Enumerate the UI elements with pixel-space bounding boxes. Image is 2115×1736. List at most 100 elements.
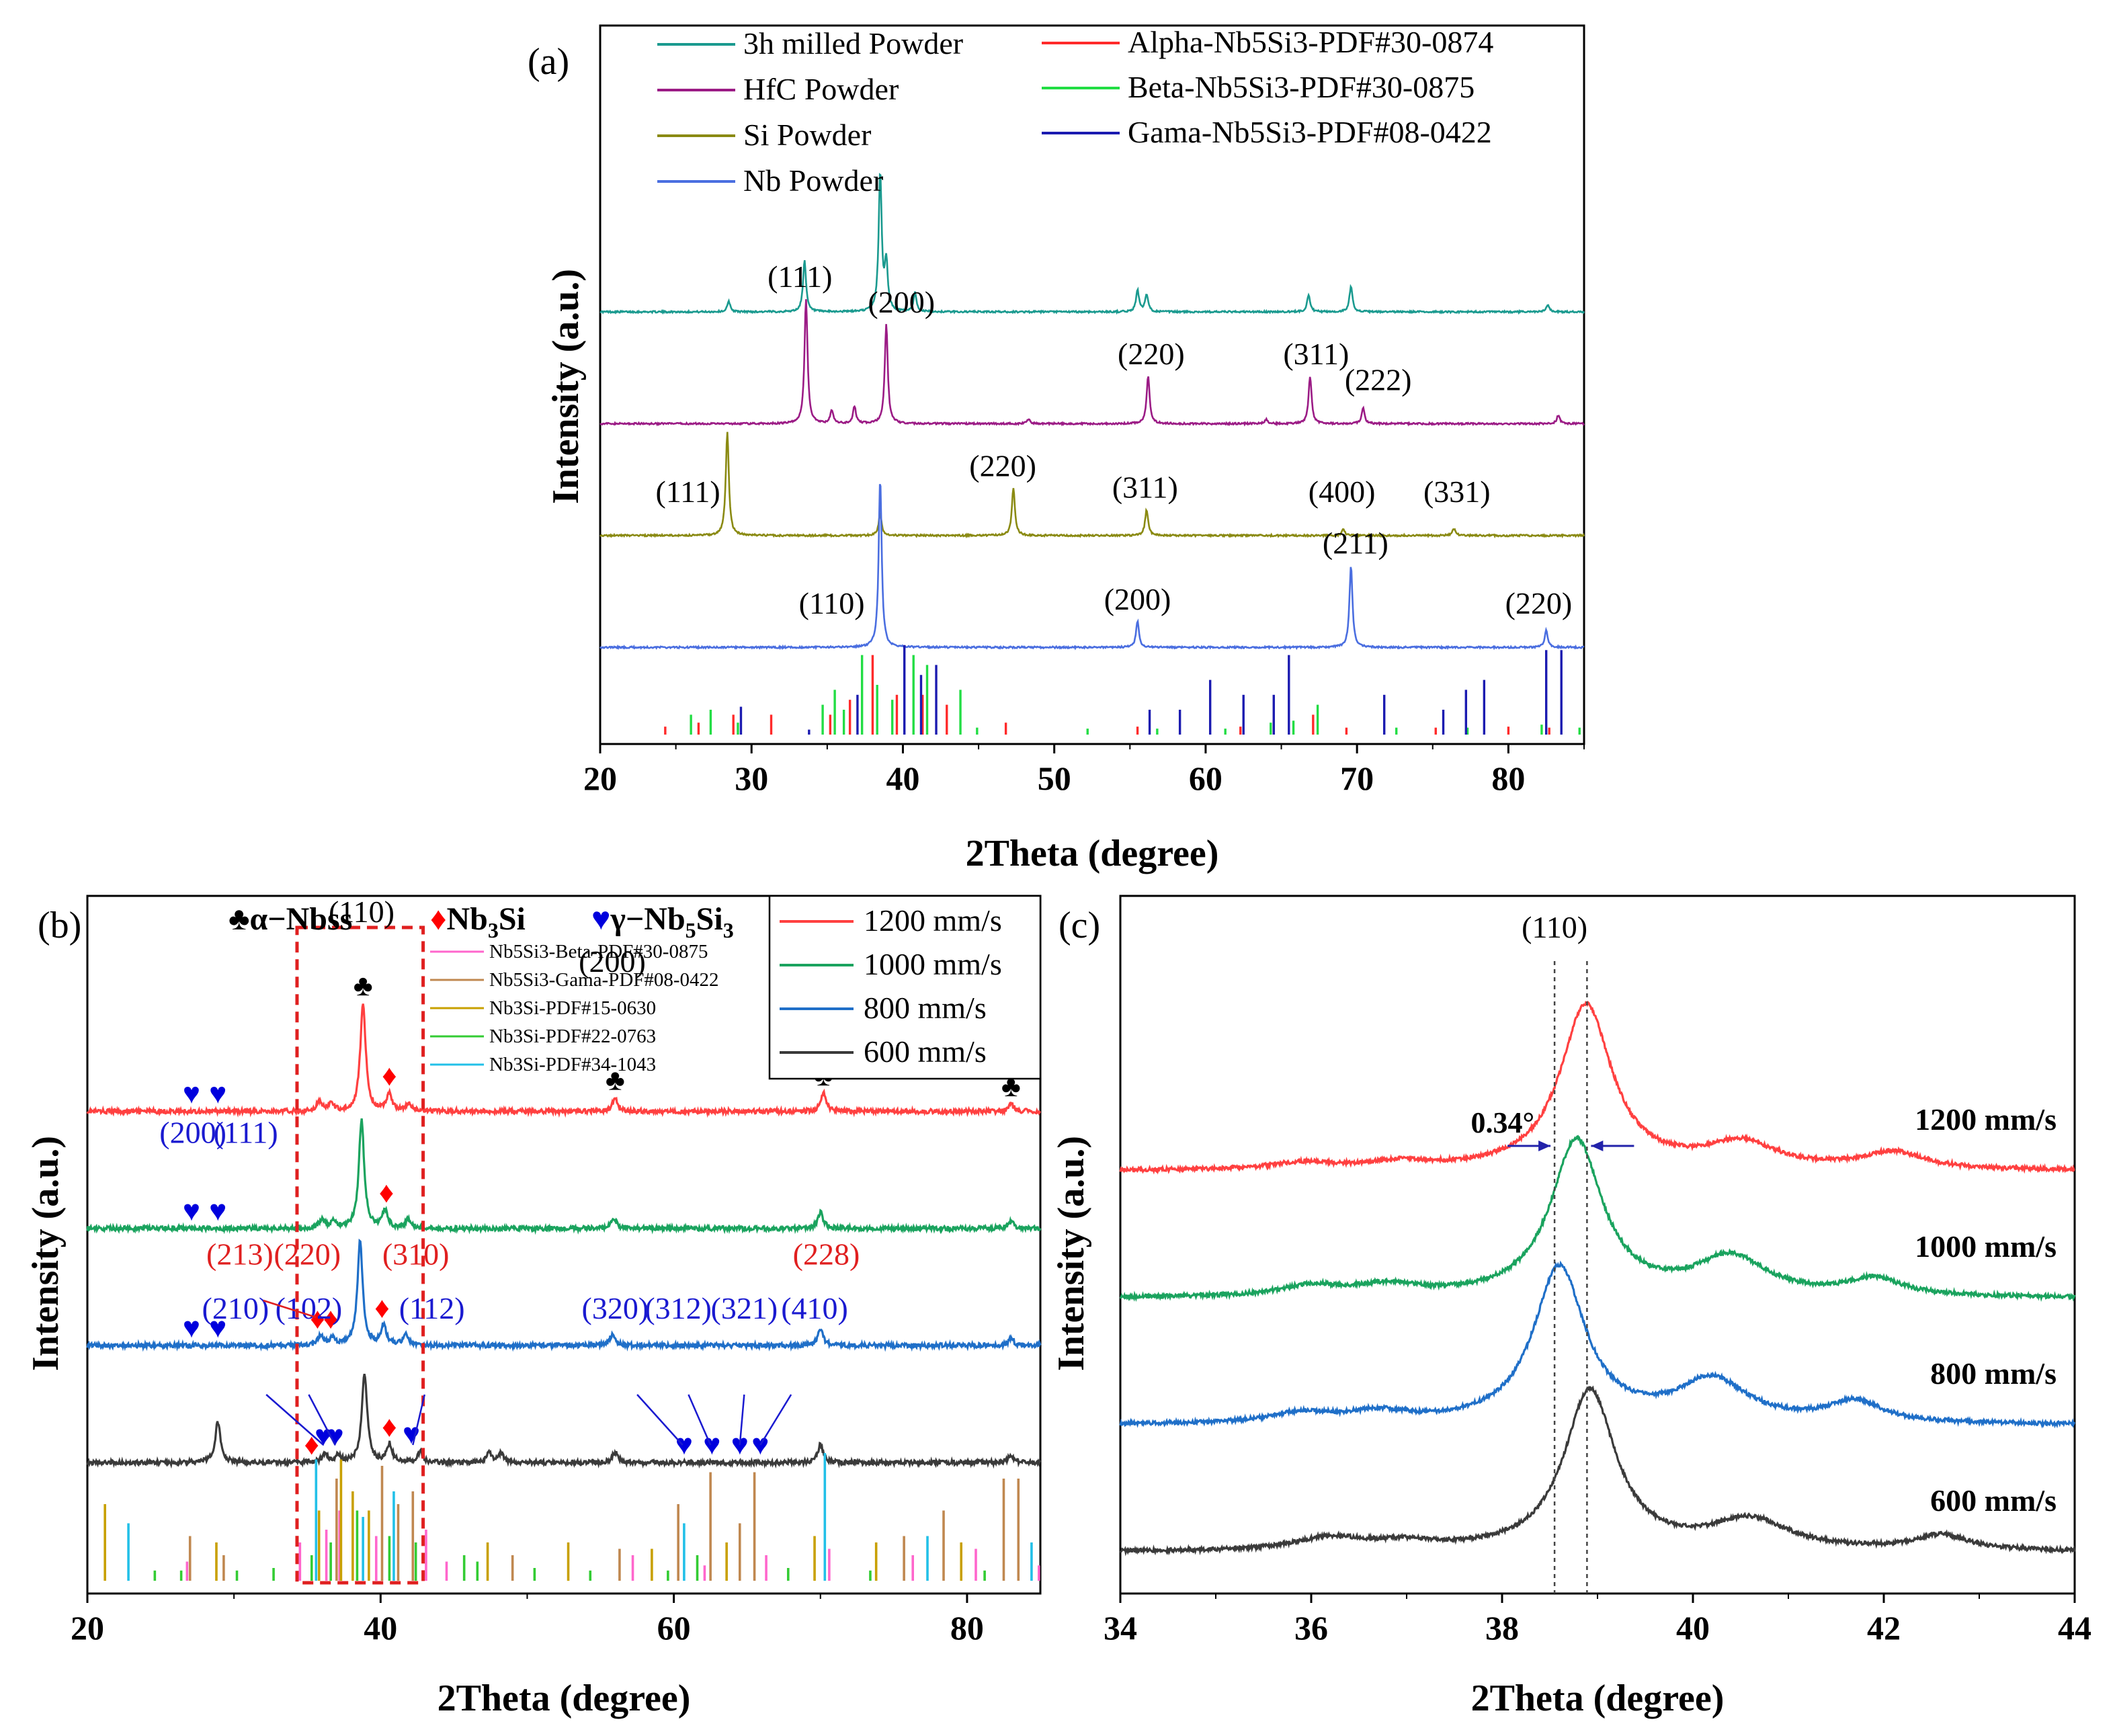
x-tick-label: 36 bbox=[1294, 1609, 1328, 1647]
peak-label: (400) bbox=[1309, 474, 1376, 509]
legend-label: 1200 mm/s bbox=[864, 903, 1002, 938]
peak-label: (111) bbox=[768, 259, 832, 294]
peak-label: (220) bbox=[1118, 337, 1185, 371]
peak-label: (312) bbox=[645, 1291, 712, 1325]
x-axis-title: 2Theta (degree) bbox=[438, 1678, 691, 1719]
series-label: 800 mm/s bbox=[1930, 1356, 2057, 1391]
legend-label: Si Powder bbox=[743, 118, 871, 152]
peak-label: (331) bbox=[1423, 474, 1491, 509]
selection-box bbox=[295, 925, 425, 1585]
phase-name: α−Nbss bbox=[250, 901, 353, 937]
series-label: 1200 mm/s bbox=[1915, 1102, 2057, 1136]
phase-legend-item: ♥γ−Nb5Si3 bbox=[591, 901, 734, 942]
legend-label: Nb3Si-PDF#15-0630 bbox=[489, 997, 656, 1019]
x-tick-label: 40 bbox=[364, 1609, 397, 1647]
legend-label: 1000 mm/s bbox=[864, 947, 1002, 981]
x-tick-label: 50 bbox=[1038, 759, 1071, 797]
legend-label: Nb Powder bbox=[743, 163, 883, 198]
x-tick-label: 80 bbox=[1491, 759, 1525, 797]
peak-label: (110) bbox=[799, 586, 865, 620]
x-tick-label: 40 bbox=[1676, 1609, 1710, 1647]
peak-label: (200) bbox=[1104, 582, 1171, 616]
panel-a-axes: 20 30 40 50 60 70 80(111)(200)(220) (311)(222)(… bbox=[545, 24, 1585, 874]
legend-label: Nb5Si3-Beta-PDF#30-0875 bbox=[489, 941, 708, 962]
phase-marker: ♦ bbox=[374, 1292, 389, 1325]
phase-legend-item: ♣α−Nbss bbox=[229, 901, 352, 937]
x-tick-label: 44 bbox=[2058, 1609, 2091, 1647]
peak-label: (311) bbox=[1112, 470, 1178, 504]
peak-label: (200) bbox=[159, 1116, 226, 1150]
panel-c-label: (c) bbox=[1059, 905, 1100, 946]
peak-label: (220) bbox=[1505, 586, 1573, 620]
legend-box bbox=[768, 895, 1042, 1080]
x-tick-label: 60 bbox=[657, 1609, 691, 1647]
leader-arrow bbox=[739, 1394, 745, 1446]
x-tick-label: 80 bbox=[950, 1609, 984, 1647]
peak-label: (200) bbox=[868, 285, 935, 319]
peak-label: (200) bbox=[579, 944, 646, 979]
x-tick-label: 70 bbox=[1340, 759, 1374, 797]
x-tick-label: 30 bbox=[735, 759, 768, 797]
chart-root: 20 30 40 50 60 70 80(111)(200)(220) (311)(222)(… bbox=[25, 24, 2091, 1719]
series-label: 1000 mm/s bbox=[1915, 1229, 2057, 1264]
phase-marker: ♥ bbox=[183, 1311, 200, 1344]
panel-b-label: (b) bbox=[38, 905, 81, 946]
peak-label: (210) bbox=[202, 1291, 269, 1325]
panel-a-label: (a) bbox=[528, 41, 569, 83]
peak-label: (311) bbox=[1283, 337, 1349, 371]
series-line bbox=[599, 299, 1585, 427]
peak-label: (111) bbox=[213, 1116, 278, 1150]
x-tick-label: 20 bbox=[71, 1609, 104, 1647]
peak-label: (222) bbox=[1345, 362, 1412, 397]
phase-marker: ♥ bbox=[209, 1077, 226, 1110]
leader-arrow bbox=[412, 1394, 425, 1446]
peak-label: (320) bbox=[582, 1291, 649, 1325]
y-axis-title: Intensity (a.u.) bbox=[545, 269, 587, 504]
peak-label: (110) bbox=[329, 895, 395, 929]
phase-marker: ♦ bbox=[382, 1410, 397, 1443]
shift-arrow-head bbox=[1538, 1141, 1551, 1151]
legend-label: 800 mm/s bbox=[864, 991, 987, 1025]
phase-marker: ♥ bbox=[327, 1419, 344, 1452]
leader-arrow bbox=[308, 1394, 336, 1446]
phase-name-cont: Si bbox=[499, 901, 526, 937]
phase-marker: ♥ bbox=[315, 1419, 332, 1452]
x-axis-title: 2Theta (degree) bbox=[1471, 1678, 1725, 1719]
peak-label: (310) bbox=[382, 1237, 450, 1271]
peak-label: (220) bbox=[274, 1237, 341, 1271]
peak-label: (111) bbox=[656, 474, 720, 509]
phase-name-cont: Si bbox=[696, 901, 723, 937]
leader-arrow bbox=[263, 1299, 317, 1319]
series-label: 600 mm/s bbox=[1930, 1483, 2057, 1518]
phase-marker: ♦ bbox=[304, 1428, 319, 1461]
panel-c-axes: 34 36 38 40 42 44 1200 mm/s 1000 mm/s 800 mm/s 60… bbox=[1050, 895, 2091, 1719]
legend-label: 600 mm/s bbox=[864, 1034, 987, 1069]
series-line bbox=[1119, 1260, 2076, 1429]
x-tick-label: 40 bbox=[886, 759, 919, 797]
shift-arrow-head bbox=[1591, 1141, 1604, 1151]
axes-frame bbox=[599, 24, 1585, 745]
phase-marker: ♦ bbox=[323, 1303, 338, 1335]
phase-marker: ♣ bbox=[606, 1064, 625, 1097]
peak-label: (321) bbox=[711, 1291, 778, 1325]
leader-arrow bbox=[636, 1394, 683, 1446]
y-axis-title: Intensity (a.u.) bbox=[1050, 1136, 1092, 1371]
x-tick-label: 60 bbox=[1189, 759, 1222, 797]
legend-label: Nb3Si-PDF#22-0763 bbox=[489, 1026, 656, 1047]
peak-label: (112) bbox=[399, 1291, 465, 1325]
shift-label: 0.34° bbox=[1470, 1106, 1534, 1139]
phase-marker: ♦ bbox=[379, 1176, 394, 1209]
phase-name: γ−Nb bbox=[610, 901, 686, 937]
peak-label: (410) bbox=[781, 1291, 848, 1325]
legend-label: Nb3Si-PDF#34-1043 bbox=[489, 1054, 656, 1075]
y-axis-title: Intensity (a.u.) bbox=[25, 1136, 67, 1371]
legend-label: Nb5Si3-Gama-PDF#08-0422 bbox=[489, 969, 719, 991]
legend-label: Beta-Nb5Si3-PDF#30-0875 bbox=[1128, 70, 1475, 104]
x-tick-label: 42 bbox=[1867, 1609, 1901, 1647]
peak-label: (213) bbox=[206, 1237, 274, 1271]
phase-marker: ♦ bbox=[310, 1303, 325, 1335]
phase-legend-item: ♦Nb3Si bbox=[430, 901, 526, 942]
legend-label: Gama-Nb5Si3-PDF#08-0422 bbox=[1128, 115, 1492, 149]
x-axis-title: 2Theta (degree) bbox=[966, 833, 1219, 874]
